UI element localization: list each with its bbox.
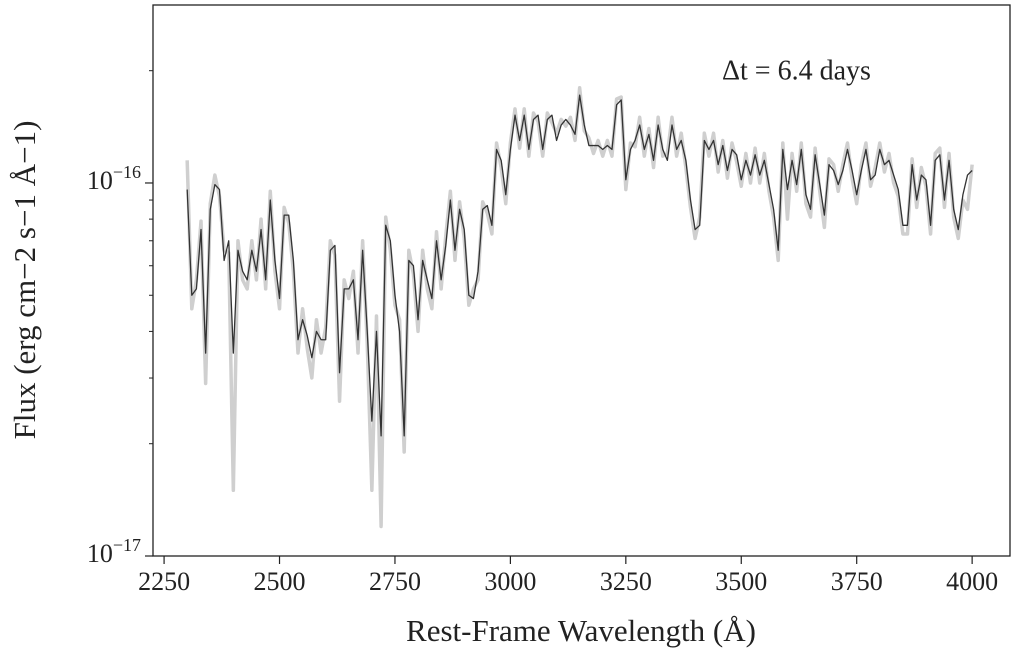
x-tick-label: 4000 xyxy=(946,567,998,596)
x-tick-label: 3000 xyxy=(484,567,536,596)
x-axis-label: Rest-Frame Wavelength (Å) xyxy=(406,613,756,648)
spectrum-line xyxy=(185,86,974,529)
x-tick-label: 2250 xyxy=(138,567,190,596)
y-tick-label: 10−16 xyxy=(87,162,141,195)
y-axis-label: Flux (erg cm−2 s−1 Å−1) xyxy=(7,121,42,440)
spectrum-line xyxy=(186,94,973,437)
plot-frame xyxy=(152,4,1011,557)
annotation: Δt = 6.4 days xyxy=(722,55,871,86)
x-tick-label: 2750 xyxy=(369,567,421,596)
x-tick-label: 3250 xyxy=(600,567,652,596)
x-tick-label: 3500 xyxy=(715,567,767,596)
y-tick-label: 10−17 xyxy=(87,535,141,568)
x-tick-label: 3750 xyxy=(831,567,883,596)
x-tick-label: 2500 xyxy=(254,567,306,596)
